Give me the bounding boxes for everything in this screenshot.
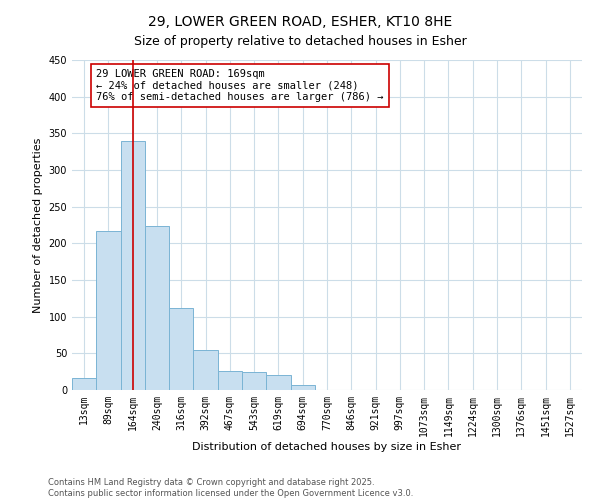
Bar: [290, 385, 315, 390]
Bar: [169, 308, 193, 390]
Bar: [121, 140, 145, 390]
Bar: [96, 231, 121, 390]
Y-axis label: Number of detached properties: Number of detached properties: [33, 138, 43, 312]
Bar: [266, 374, 290, 390]
Text: 29, LOWER GREEN ROAD, ESHER, KT10 8HE: 29, LOWER GREEN ROAD, ESHER, KT10 8HE: [148, 15, 452, 29]
Text: 29 LOWER GREEN ROAD: 169sqm
← 24% of detached houses are smaller (248)
76% of se: 29 LOWER GREEN ROAD: 169sqm ← 24% of det…: [96, 69, 384, 102]
Bar: [218, 371, 242, 390]
Text: Size of property relative to detached houses in Esher: Size of property relative to detached ho…: [134, 35, 466, 48]
Bar: [242, 372, 266, 390]
Bar: [145, 226, 169, 390]
Text: Contains HM Land Registry data © Crown copyright and database right 2025.
Contai: Contains HM Land Registry data © Crown c…: [48, 478, 413, 498]
X-axis label: Distribution of detached houses by size in Esher: Distribution of detached houses by size …: [193, 442, 461, 452]
Bar: [72, 378, 96, 390]
Bar: [193, 350, 218, 390]
